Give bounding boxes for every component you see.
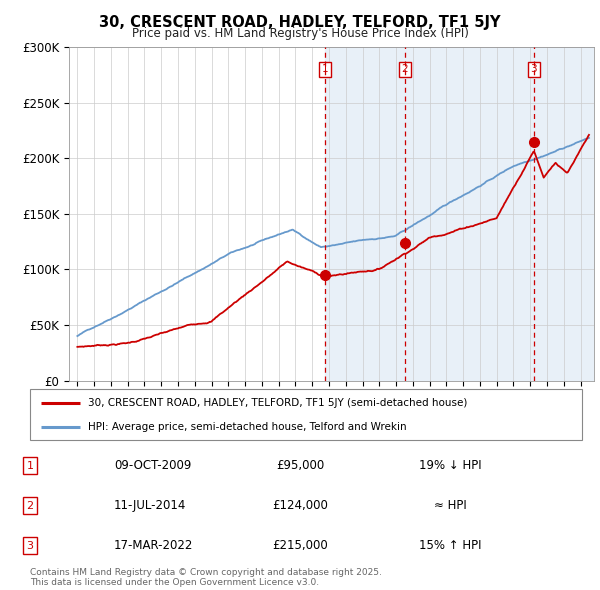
Text: 30, CRESCENT ROAD, HADLEY, TELFORD, TF1 5JY: 30, CRESCENT ROAD, HADLEY, TELFORD, TF1 … [99, 15, 501, 30]
Text: ≈ HPI: ≈ HPI [434, 499, 466, 512]
Text: 17-MAR-2022: 17-MAR-2022 [114, 539, 193, 552]
Text: £215,000: £215,000 [272, 539, 328, 552]
Text: Contains HM Land Registry data © Crown copyright and database right 2025.
This d: Contains HM Land Registry data © Crown c… [30, 568, 382, 587]
Text: 09-OCT-2009: 09-OCT-2009 [114, 459, 191, 472]
FancyBboxPatch shape [30, 389, 582, 440]
Text: 11-JUL-2014: 11-JUL-2014 [114, 499, 187, 512]
Text: 1: 1 [26, 461, 34, 470]
Text: £95,000: £95,000 [276, 459, 324, 472]
Text: HPI: Average price, semi-detached house, Telford and Wrekin: HPI: Average price, semi-detached house,… [88, 422, 407, 432]
Text: 3: 3 [26, 541, 34, 550]
Bar [325, 47, 405, 381]
Text: 2: 2 [401, 64, 408, 74]
Text: £124,000: £124,000 [272, 499, 328, 512]
Text: 3: 3 [530, 64, 537, 74]
Bar [534, 47, 594, 381]
Text: 2: 2 [26, 501, 34, 510]
Bar [405, 47, 534, 381]
Text: Price paid vs. HM Land Registry's House Price Index (HPI): Price paid vs. HM Land Registry's House … [131, 27, 469, 40]
Text: 15% ↑ HPI: 15% ↑ HPI [419, 539, 481, 552]
Text: 19% ↓ HPI: 19% ↓ HPI [419, 459, 481, 472]
Text: 30, CRESCENT ROAD, HADLEY, TELFORD, TF1 5JY (semi-detached house): 30, CRESCENT ROAD, HADLEY, TELFORD, TF1 … [88, 398, 467, 408]
Text: 1: 1 [322, 64, 328, 74]
